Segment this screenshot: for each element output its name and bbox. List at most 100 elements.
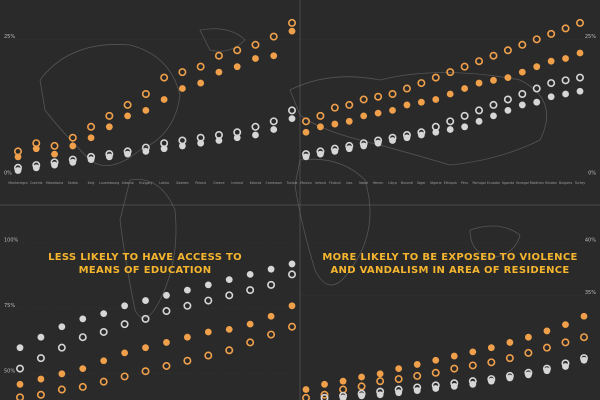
category-label: Hungary <box>139 181 153 185</box>
point-ring-orange <box>388 90 397 99</box>
point-ring-orange <box>178 68 187 77</box>
point-dot-grey <box>302 153 310 161</box>
point-dot-grey <box>533 98 541 106</box>
point-dot-orange <box>317 123 324 131</box>
point-dot-orange <box>197 79 205 87</box>
point-dot-grey <box>270 126 278 133</box>
point-dot-orange <box>79 365 87 372</box>
category-label: Nigeria <box>430 181 441 185</box>
point-dot-grey <box>58 323 66 331</box>
point-ring-orange <box>376 377 385 386</box>
point-dot-grey <box>547 93 555 101</box>
point-ring-orange <box>330 103 339 112</box>
point-ring-orange <box>547 29 556 38</box>
y-tick-label: 50% <box>4 368 15 374</box>
point-dot-grey <box>288 115 296 122</box>
point-ring-orange <box>123 100 132 109</box>
point-dot-orange <box>376 370 384 378</box>
point-ring-grey <box>518 90 527 99</box>
point-ring-grey <box>532 84 541 93</box>
point-dot-grey <box>163 291 170 299</box>
point-dot-orange <box>179 85 186 92</box>
point-ring-orange <box>287 322 296 331</box>
point-dot-grey <box>469 380 477 388</box>
point-dot-orange <box>543 327 551 335</box>
point-dot-orange <box>417 98 425 106</box>
point-ring-orange <box>141 90 150 99</box>
point-ring-orange <box>446 68 455 77</box>
point-ring-grey <box>15 364 24 373</box>
point-dot-orange <box>475 79 483 87</box>
point-ring-orange <box>579 333 588 342</box>
point-ring-grey <box>287 106 296 115</box>
category-label: Serbia <box>68 181 78 185</box>
point-ring-orange <box>269 32 278 41</box>
point-dot-grey <box>105 153 113 161</box>
category-label: Nepal <box>359 181 368 185</box>
point-ring-orange <box>120 372 129 381</box>
point-dot-orange <box>142 344 149 352</box>
point-ring-orange <box>214 51 223 60</box>
point-dot-grey <box>358 392 365 400</box>
category-label: Portugal <box>472 181 485 185</box>
category-label: Luxembourg <box>99 181 119 185</box>
panel-top-left: 0% 25% Montenegro Czechia Macedonia Serbia Ita… <box>4 18 298 185</box>
point-dot-grey <box>16 344 24 352</box>
point-dot-grey <box>432 385 440 392</box>
category-label: Uganda <box>502 181 514 185</box>
point-ring-orange <box>105 111 114 120</box>
point-dot-orange <box>360 112 368 120</box>
point-dot-orange <box>215 68 223 76</box>
point-dot-grey <box>160 145 168 153</box>
category-label: Maldives <box>530 181 544 185</box>
point-ring-orange <box>402 84 411 93</box>
point-dot-orange <box>525 333 532 341</box>
point-dot-grey <box>376 391 384 399</box>
point-dot-grey <box>345 145 353 153</box>
point-dot-grey <box>121 302 129 310</box>
point-dot-orange <box>504 74 512 81</box>
category-label: Yemen <box>373 181 384 185</box>
point-dot-grey <box>124 150 131 158</box>
point-dot-grey <box>576 87 584 95</box>
point-ring-grey <box>162 307 171 316</box>
point-dot-grey <box>288 260 296 268</box>
point-dot-orange <box>490 76 497 84</box>
point-dot-orange <box>389 107 396 114</box>
point-dot-grey <box>233 134 241 142</box>
point-dot-grey <box>331 148 339 155</box>
point-ring-orange <box>320 390 329 399</box>
point-ring-orange <box>302 393 310 400</box>
point-ring-orange <box>68 133 77 142</box>
point-ring-orange <box>561 338 570 347</box>
category-label: Latvia <box>159 181 169 185</box>
point-dot-orange <box>358 373 365 381</box>
panel-top-right: 0% 25% Mexico Ireland Finland Iraq Nepal Yemen L… <box>300 18 596 185</box>
point-dot-orange <box>374 109 382 117</box>
chart-panels: 0% 25% Montenegro Czechia Macedonia Serbia Ita… <box>4 18 596 400</box>
world-map-outline <box>39 28 548 319</box>
category-label: Finland <box>329 181 340 185</box>
point-dot-grey <box>317 150 324 158</box>
point-ring-orange <box>345 100 354 109</box>
point-ring-grey <box>269 117 278 126</box>
point-dot-grey <box>580 356 588 364</box>
category-label: Greece <box>213 181 224 185</box>
point-dot-grey <box>413 387 421 394</box>
category-label: Mexico <box>300 181 311 185</box>
point-dot-orange <box>87 134 95 142</box>
category-label: Niger <box>417 181 426 185</box>
point-dot-orange <box>461 85 469 92</box>
point-dot-orange <box>450 352 458 360</box>
point-ring-orange <box>225 346 234 355</box>
point-ring-orange <box>475 57 484 66</box>
point-ring-orange <box>267 330 276 339</box>
point-ring-grey <box>503 95 512 104</box>
point-dot-orange <box>267 312 275 320</box>
point-ring-orange <box>561 24 570 33</box>
point-dot-grey <box>79 315 87 323</box>
category-label: Ethiopia <box>444 181 457 185</box>
point-ring-orange <box>87 122 96 131</box>
point-dot-grey <box>142 148 150 155</box>
